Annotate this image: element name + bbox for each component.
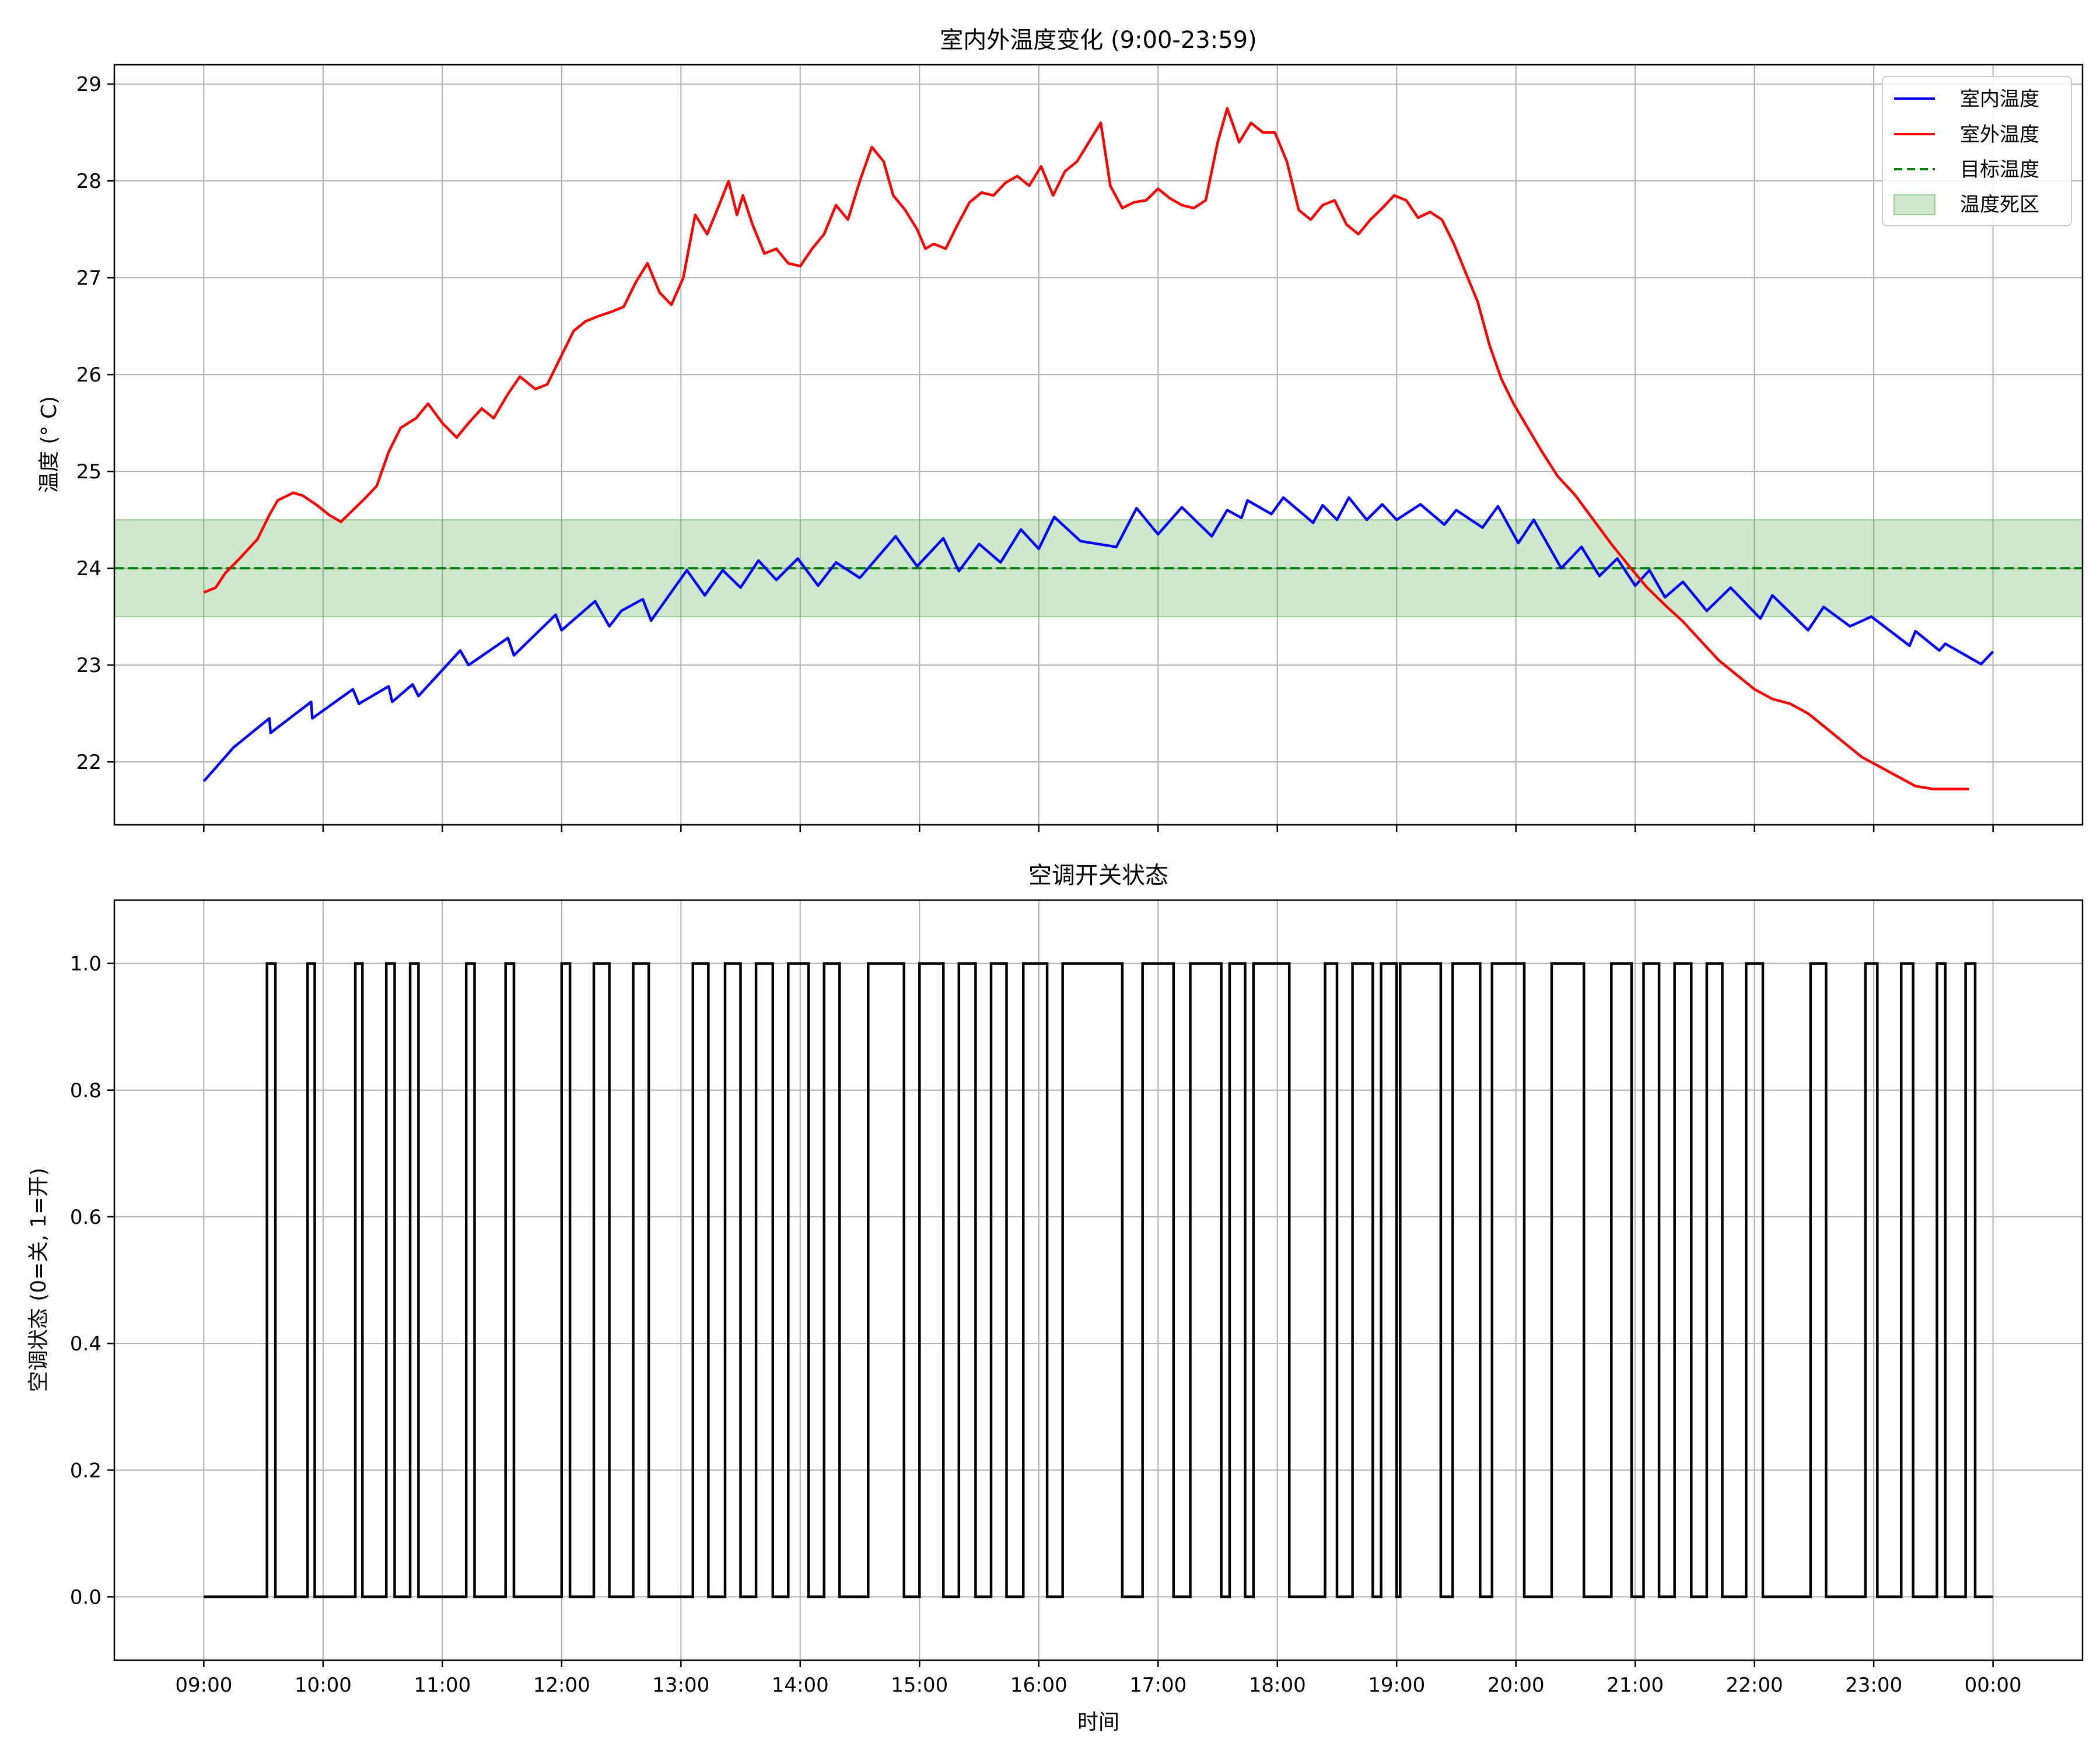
temperature-y-tick-label: 27 bbox=[76, 267, 102, 290]
temperature-y-tick-label: 24 bbox=[76, 557, 102, 580]
temperature-panel: 22 23 24 25 26 27 28 29 室内外温度变化 (9:00-23:59) 温度… bbox=[37, 27, 2084, 832]
ac-state-x-tick-label: 15:00 bbox=[891, 1674, 948, 1697]
ac-state-x-tick-label: 00:00 bbox=[1965, 1674, 2022, 1697]
legend-swatch-deadband bbox=[1894, 194, 1936, 215]
legend-frame bbox=[1882, 76, 2072, 226]
temperature-y-ticks: 22 23 24 25 26 27 28 29 bbox=[76, 73, 114, 774]
ac-state-y-tick-label: 0.2 bbox=[70, 1459, 102, 1482]
ac-state-x-tick-label: 14:00 bbox=[772, 1674, 829, 1697]
temperature-y-tick-label: 29 bbox=[76, 73, 102, 96]
outdoor-temperature-line bbox=[203, 107, 1969, 790]
ac-state-y-tick-label: 0.6 bbox=[70, 1206, 102, 1229]
ac-state-chart-title: 空调开关状态 bbox=[1028, 862, 1168, 889]
ac-state-x-tick-label: 16:00 bbox=[1010, 1674, 1068, 1697]
temperature-y-tick-label: 25 bbox=[76, 460, 102, 484]
ac-state-x-tick-label: 20:00 bbox=[1488, 1674, 1545, 1697]
temperature-y-axis-label: 温度 (° C) bbox=[37, 396, 61, 493]
temperature-plot-frame bbox=[113, 64, 2084, 826]
temperature-series bbox=[202, 107, 1994, 790]
temperature-y-tick-label: 23 bbox=[76, 654, 102, 677]
ac-state-x-tick-label: 19:00 bbox=[1368, 1674, 1425, 1697]
ac-state-x-tick-label: 09:00 bbox=[175, 1674, 232, 1697]
ac-state-x-tick-label: 12:00 bbox=[533, 1674, 590, 1697]
legend-label-deadband: 温度死区 bbox=[1960, 193, 2039, 216]
temperature-chart-title: 室内外温度变化 (9:00-23:59) bbox=[940, 27, 1256, 54]
ac-state-x-tick-label: 10:00 bbox=[295, 1674, 352, 1697]
ac-state-plot-frame bbox=[113, 899, 2084, 1661]
ac-state-x-ticks: 09:00 10:00 11:00 12:00 13:00 14:00 15:00 16:00… bbox=[175, 1660, 2022, 1697]
ac-state-x-tick-label: 22:00 bbox=[1726, 1674, 1783, 1697]
temperature-legend: 室内温度 室外温度 目标温度 温度死区 bbox=[1882, 76, 2072, 226]
ac-state-x-tick-label: 13:00 bbox=[652, 1674, 709, 1697]
ac-state-panel: 0.0 0.2 0.4 0.6 0.8 1.0 09:00 10:00 11:00 12:00 1… bbox=[27, 862, 2084, 1734]
temperature-y-tick-label: 28 bbox=[76, 170, 102, 193]
ac-state-y-tick-label: 0.0 bbox=[70, 1586, 102, 1609]
temperature-x-ticks bbox=[203, 825, 1994, 832]
legend-label-indoor: 室内温度 bbox=[1960, 88, 2039, 111]
ac-state-x-tick-label: 21:00 bbox=[1606, 1674, 1664, 1697]
ac-state-x-tick-label: 18:00 bbox=[1249, 1674, 1306, 1697]
ac-state-x-tick-label: 23:00 bbox=[1845, 1674, 1902, 1697]
ac-state-series bbox=[204, 962, 1993, 1598]
ac-state-y-tick-label: 0.4 bbox=[70, 1332, 102, 1356]
temperature-y-tick-label: 26 bbox=[76, 363, 102, 387]
ac-state-x-tick-label: 17:00 bbox=[1129, 1674, 1186, 1697]
temperature-y-tick-label: 22 bbox=[76, 751, 102, 774]
temperature-plot-area bbox=[114, 65, 2082, 825]
ac-state-step-line bbox=[204, 962, 1993, 1598]
ac-state-y-axis-label: 空调状态 (0=关, 1=开) bbox=[27, 1168, 51, 1392]
ac-state-x-tick-label: 11:00 bbox=[414, 1674, 471, 1697]
legend-label-outdoor: 室外温度 bbox=[1960, 123, 2039, 146]
ac-state-y-tick-label: 0.8 bbox=[70, 1079, 102, 1102]
indoor-temperature-line bbox=[202, 496, 1994, 782]
ac-state-x-axis-label: 时间 bbox=[1077, 1710, 1119, 1734]
ac-state-y-ticks: 0.0 0.2 0.4 0.6 0.8 1.0 bbox=[70, 953, 114, 1609]
ac-state-y-tick-label: 1.0 bbox=[70, 953, 102, 976]
legend-label-target: 目标温度 bbox=[1960, 158, 2039, 181]
